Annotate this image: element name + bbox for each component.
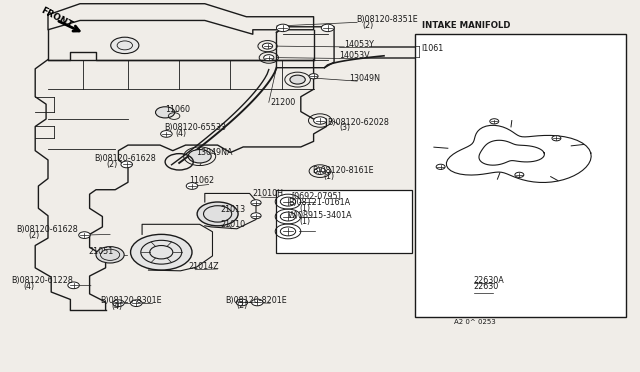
Circle shape	[290, 75, 305, 84]
Text: B)08120-8301E: B)08120-8301E	[100, 296, 161, 305]
Text: 21200: 21200	[270, 98, 295, 107]
Text: (4): (4)	[23, 282, 34, 291]
Text: 22630: 22630	[474, 282, 499, 291]
Text: 21051: 21051	[88, 247, 113, 256]
Bar	[415, 34, 626, 317]
Text: 14053Y: 14053Y	[344, 40, 374, 49]
Text: 11062: 11062	[189, 176, 214, 185]
Circle shape	[113, 300, 124, 307]
Text: 14053V: 14053V	[339, 51, 370, 60]
Circle shape	[280, 227, 296, 236]
Circle shape	[121, 161, 132, 168]
Text: (2): (2)	[362, 21, 374, 30]
Text: INTAKE MANIFOLD: INTAKE MANIFOLD	[422, 20, 511, 29]
Text: B)08120-8201E: B)08120-8201E	[225, 296, 287, 305]
Bar	[276, 190, 412, 253]
Circle shape	[197, 202, 238, 226]
Text: B)08120-8161E: B)08120-8161E	[312, 166, 374, 175]
Text: (2): (2)	[28, 231, 40, 240]
Text: (2): (2)	[106, 160, 118, 169]
Text: 13049N: 13049N	[349, 74, 380, 83]
Text: 21010: 21010	[220, 220, 245, 229]
Circle shape	[188, 150, 211, 163]
Circle shape	[436, 164, 445, 169]
Circle shape	[79, 232, 90, 238]
Circle shape	[252, 299, 263, 306]
Text: FRONT: FRONT	[40, 6, 74, 30]
Text: (2): (2)	[237, 301, 248, 310]
Text: (1): (1)	[324, 172, 335, 181]
Text: 11060: 11060	[165, 105, 190, 113]
Circle shape	[314, 117, 326, 124]
Circle shape	[264, 55, 274, 61]
Circle shape	[276, 24, 289, 32]
Circle shape	[131, 234, 192, 270]
Circle shape	[111, 37, 139, 54]
Text: 22630A: 22630A	[474, 276, 504, 285]
Circle shape	[515, 172, 524, 177]
Text: 13049NA: 13049NA	[196, 148, 232, 157]
Text: B)08120-62028: B)08120-62028	[328, 118, 390, 126]
Circle shape	[321, 24, 334, 32]
Text: A2 0^ 0253: A2 0^ 0253	[454, 320, 496, 326]
Circle shape	[309, 74, 318, 79]
Circle shape	[552, 136, 561, 141]
Circle shape	[156, 107, 175, 118]
Text: (4): (4)	[111, 302, 122, 311]
Text: B)08120-65533: B)08120-65533	[164, 123, 226, 132]
Text: B)08120-61628: B)08120-61628	[95, 154, 156, 163]
Circle shape	[68, 282, 79, 289]
Text: I1061: I1061	[421, 44, 444, 53]
Text: (1): (1)	[300, 217, 310, 226]
Text: 21013: 21013	[220, 205, 245, 214]
Circle shape	[251, 213, 261, 219]
Text: (3): (3)	[339, 123, 350, 132]
Text: [0692-0795]: [0692-0795]	[291, 191, 341, 200]
Circle shape	[251, 200, 261, 206]
Text: 21010H: 21010H	[253, 189, 284, 198]
Circle shape	[161, 131, 172, 137]
Circle shape	[131, 300, 142, 307]
Circle shape	[280, 197, 296, 206]
Circle shape	[280, 212, 296, 221]
Circle shape	[186, 183, 198, 189]
Circle shape	[96, 247, 124, 263]
Text: 21014Z: 21014Z	[189, 262, 220, 271]
Text: (4): (4)	[175, 129, 186, 138]
Text: B)08120-61628: B)08120-61628	[17, 225, 78, 234]
Text: B)08120-61228: B)08120-61228	[12, 276, 74, 285]
Circle shape	[490, 119, 499, 124]
Text: W)08915-3401A: W)08915-3401A	[288, 211, 353, 220]
Text: B)08121-0161A: B)08121-0161A	[288, 198, 350, 207]
Circle shape	[262, 43, 273, 49]
Text: (1): (1)	[300, 204, 310, 213]
Text: B)08120-8351E: B)08120-8351E	[356, 15, 417, 23]
Circle shape	[314, 168, 326, 174]
Circle shape	[236, 299, 248, 306]
